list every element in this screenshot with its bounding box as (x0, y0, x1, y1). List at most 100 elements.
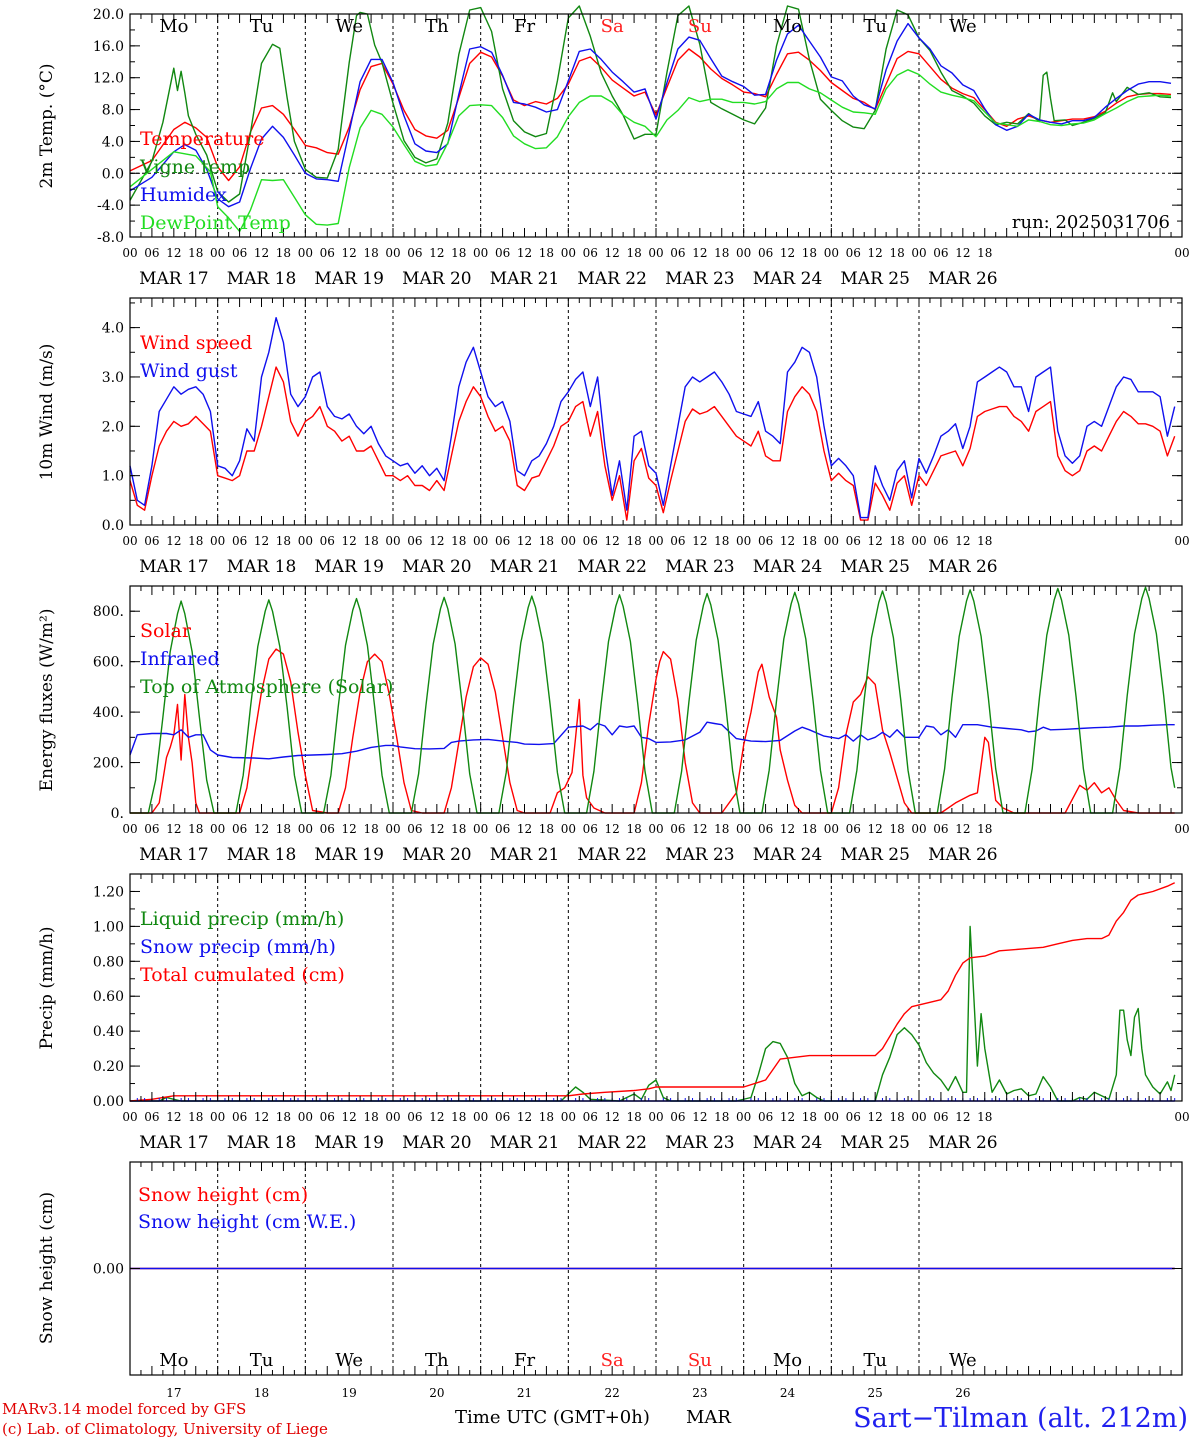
y-tick-label: 8.0 (102, 103, 124, 119)
date-label: MAR 20 (402, 845, 472, 865)
hour-tick-label: 06 (232, 534, 247, 548)
hour-tick-label: 12 (868, 246, 883, 260)
hour-tick-label: 06 (670, 1110, 685, 1124)
hour-tick-label: 18 (451, 1110, 466, 1124)
y-tick-label: 20.0 (93, 7, 124, 23)
hour-tick-label: 00 (122, 246, 137, 260)
hour-tick-label: 12 (955, 1110, 970, 1124)
date-label: MAR 22 (577, 269, 647, 289)
legend-entry: Vigne temp (139, 156, 250, 178)
hour-tick-label: 06 (758, 534, 773, 548)
hour-tick-label: 00 (736, 1110, 751, 1124)
hour-tick-label: 12 (166, 246, 181, 260)
hour-tick-label: 18 (714, 1110, 729, 1124)
hour-tick-label: 12 (780, 534, 795, 548)
y-tick-label: 0.40 (93, 1024, 124, 1040)
hour-tick-label: 18 (626, 246, 641, 260)
hour-tick-label: 06 (495, 1110, 510, 1124)
day-name: Mo (773, 16, 802, 37)
hour-tick-label: 06 (670, 534, 685, 548)
hour-tick-label: 00 (385, 534, 400, 548)
legend-entry: Liquid precip (mm/h) (140, 908, 344, 930)
legend-entry: DewPoint Temp (140, 212, 291, 234)
hour-tick-label: 18 (977, 1110, 992, 1124)
hour-tick-label: 00 (561, 534, 576, 548)
hour-tick-label: 12 (692, 822, 707, 836)
y-tick-label: 0.0 (102, 518, 124, 534)
y-tick-label: -4.0 (97, 198, 124, 214)
hour-tick-label: 00 (561, 822, 576, 836)
panel-5: 0.00 Snow height (cm) Snow height (cm) Snow… (37, 1161, 1183, 1400)
hour-tick-label: 06 (407, 1110, 422, 1124)
panel-3: 800. 600. 400. 200. 0. Energy fluxes (W/m²) So… (37, 585, 1190, 865)
panel-2: 4.0 3.0 2.0 1.0 0.0 10m Wind (m/s) Wind speed W… (37, 297, 1190, 577)
day-name: Tu (250, 16, 274, 37)
y-tick-label: 800. (93, 604, 124, 620)
hour-tick-label: 06 (320, 822, 335, 836)
hour-tick-label: 12 (342, 1110, 357, 1124)
hour-tick-label: 06 (846, 822, 861, 836)
hour-tick-label: 06 (583, 246, 598, 260)
date-label: MAR 24 (753, 557, 823, 577)
hour-tick-label: 18 (977, 534, 992, 548)
legend-entry: Snow height (cm) (138, 1184, 308, 1206)
date-label: MAR 17 (139, 269, 209, 289)
hour-tick-label: 12 (166, 822, 181, 836)
hour-tick-label: 00 (824, 534, 839, 548)
date-label: MAR 19 (314, 269, 384, 289)
y-tick-label: 0.00 (93, 1262, 124, 1278)
hour-tick-label: 12 (429, 246, 444, 260)
day-number: 26 (955, 1386, 970, 1400)
hour-tick-label: 06 (232, 246, 247, 260)
date-label: MAR 24 (753, 1133, 823, 1153)
series-line-1-1 (129, 48, 1172, 182)
date-label: MAR 19 (314, 1133, 384, 1153)
hour-tick-label: 18 (802, 534, 817, 548)
hour-tick-label: 06 (933, 534, 948, 548)
date-label: MAR 21 (490, 269, 560, 289)
date-label: MAR 18 (227, 845, 297, 865)
hour-tick-label: 18 (802, 1110, 817, 1124)
hour-tick-label: 18 (889, 246, 904, 260)
hour-tick-label: 12 (955, 822, 970, 836)
date-label: MAR 23 (665, 1133, 735, 1153)
date-label: MAR 19 (314, 557, 384, 577)
hour-tick-label: 06 (583, 822, 598, 836)
hour-tick-label: 12 (868, 822, 883, 836)
day-name: We (949, 16, 977, 37)
hour-tick-label: 18 (363, 822, 378, 836)
hour-tick-label: 18 (889, 822, 904, 836)
date-label: MAR 23 (665, 269, 735, 289)
hour-tick-label: 06 (758, 822, 773, 836)
hour-tick-label: 12 (254, 1110, 269, 1124)
hour-tick-label: 00 (473, 1110, 488, 1124)
day-name: Mo (159, 16, 188, 37)
hour-tick-label: 12 (780, 822, 795, 836)
hour-tick-label: 00 (473, 246, 488, 260)
hour-tick-label: 18 (363, 1110, 378, 1124)
x-axis-title: Time UTC (GMT+0h) (455, 1407, 650, 1428)
station-label: Sart−Tilman (alt. 212m) (853, 1403, 1188, 1434)
y-tick-label: 4.0 (102, 321, 124, 337)
y-tick-label: 0.80 (93, 954, 124, 970)
y-axis-title: 10m Wind (m/s) (37, 344, 57, 481)
hour-tick-label: 00 (736, 246, 751, 260)
hour-tick-label: 12 (517, 534, 532, 548)
hour-tick-label: 06 (933, 822, 948, 836)
hour-tick-label: 00 (736, 534, 751, 548)
y-axis-title: Energy fluxes (W/m²) (37, 609, 57, 792)
hour-tick-label: 00 (122, 534, 137, 548)
hour-tick-label: 00 (911, 822, 926, 836)
date-label: MAR 22 (577, 1133, 647, 1153)
hour-tick-label: 18 (889, 1110, 904, 1124)
hour-tick-label: 12 (429, 534, 444, 548)
hour-tick-label: 18 (188, 822, 203, 836)
hour-tick-label: 00 (210, 534, 225, 548)
day-number: 22 (605, 1386, 620, 1400)
hour-tick-label: 00 (824, 822, 839, 836)
day-number: 18 (254, 1386, 269, 1400)
hour-tick-label: 12 (166, 534, 181, 548)
day-number: 20 (429, 1386, 444, 1400)
hour-tick-label: 12 (605, 1110, 620, 1124)
hour-tick-label: 00 (385, 822, 400, 836)
